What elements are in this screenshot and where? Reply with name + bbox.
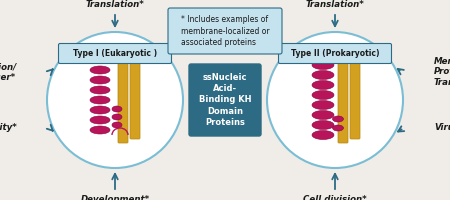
Ellipse shape [90,66,110,74]
Ellipse shape [312,80,334,90]
Text: ssNucleic
Acid-
Binding KH
Domain
Proteins: ssNucleic Acid- Binding KH Domain Protei… [199,73,251,127]
Ellipse shape [90,76,110,84]
Ellipse shape [312,130,334,140]
Ellipse shape [312,120,334,130]
Circle shape [267,32,403,168]
Circle shape [47,32,183,168]
Ellipse shape [312,100,334,110]
FancyBboxPatch shape [279,44,392,64]
Ellipse shape [312,110,334,119]
Ellipse shape [90,116,110,124]
Text: Transcription/
Translation*: Transcription/ Translation* [81,0,148,9]
FancyBboxPatch shape [168,8,282,54]
FancyBboxPatch shape [118,57,128,143]
Ellipse shape [312,71,334,79]
Text: Transcription/
Translation*: Transcription/ Translation* [302,0,369,9]
Text: Cell division*: Cell division* [303,195,367,200]
Text: Type II (Prokaryotic): Type II (Prokaryotic) [291,49,379,58]
Text: Membrane
Protein
Transport*: Membrane Protein Transport* [434,57,450,87]
FancyBboxPatch shape [350,61,360,139]
Ellipse shape [90,106,110,114]
Text: Cell Division/
Cancer*: Cell Division/ Cancer* [0,62,16,82]
Text: * Includes examples of
membrane-localized or
associated proteins: * Includes examples of membrane-localize… [181,15,269,47]
Text: Virulence*: Virulence* [434,123,450,132]
Ellipse shape [333,125,343,131]
Text: Type I (Eukaryotic ): Type I (Eukaryotic ) [73,49,157,58]
FancyBboxPatch shape [58,44,171,64]
Text: Development*: Development* [81,195,149,200]
Ellipse shape [90,126,110,134]
Text: Immunity*: Immunity* [0,123,18,132]
FancyBboxPatch shape [338,57,348,143]
Ellipse shape [312,60,334,70]
Ellipse shape [90,86,110,94]
Ellipse shape [333,116,343,122]
Ellipse shape [312,90,334,99]
Ellipse shape [112,106,122,112]
FancyBboxPatch shape [130,61,140,139]
Ellipse shape [90,96,110,104]
Ellipse shape [112,122,122,128]
Ellipse shape [112,114,122,120]
FancyBboxPatch shape [189,64,261,136]
